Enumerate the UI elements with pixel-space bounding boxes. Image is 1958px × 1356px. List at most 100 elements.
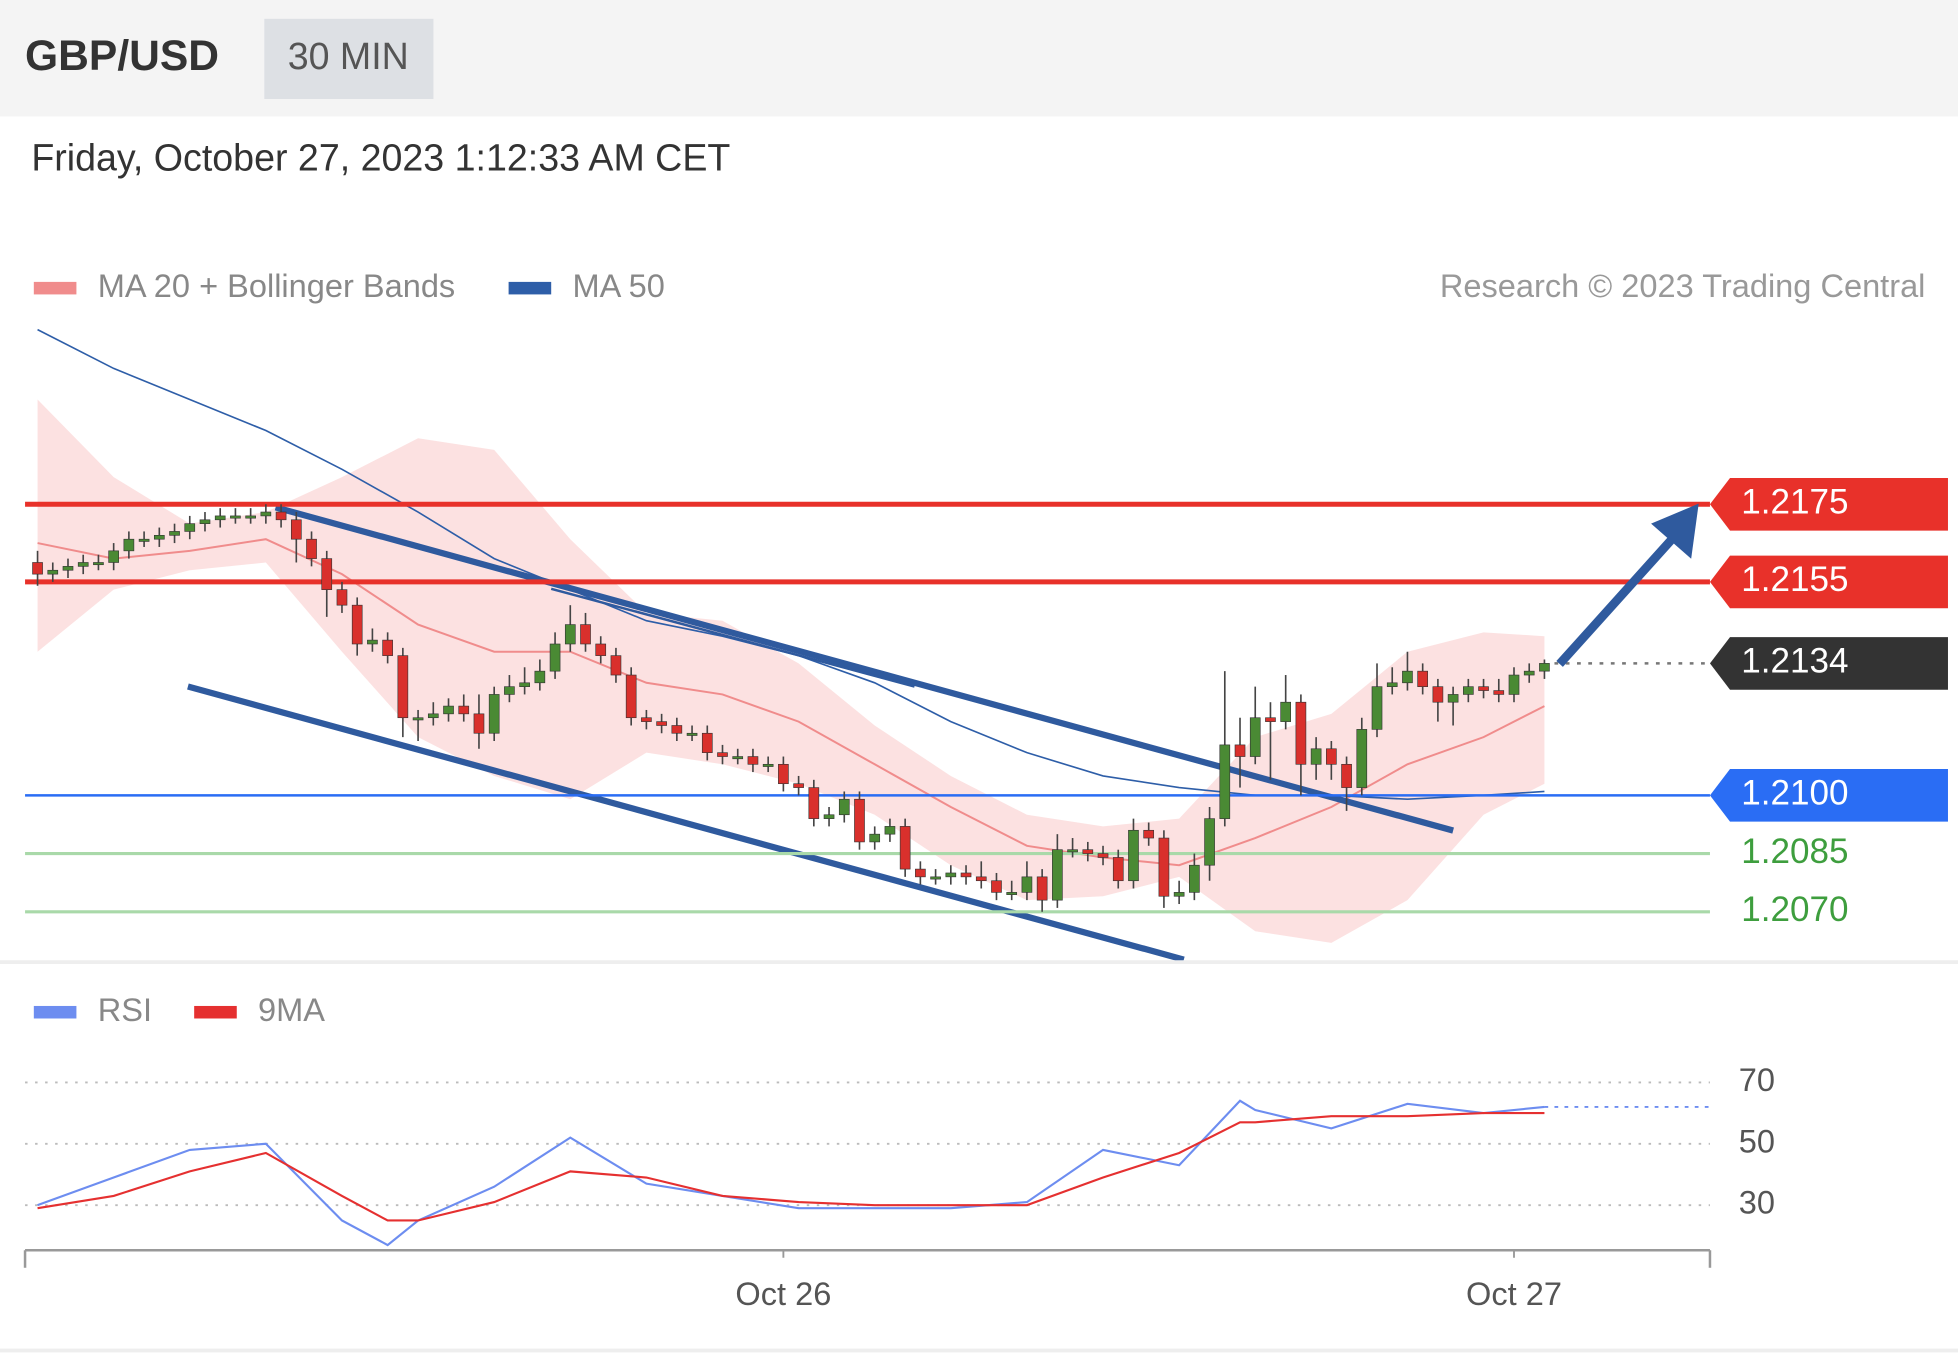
candle-body: [1112, 857, 1124, 882]
candle-body: [1417, 670, 1428, 687]
candle-body: [504, 686, 515, 695]
candle-body: [458, 705, 470, 715]
candle-body: [1386, 682, 1398, 687]
level-label: 1.2134: [1741, 642, 1848, 681]
candle-body: [336, 589, 348, 606]
candle-body: [945, 872, 957, 878]
channel-top-inner: [550, 587, 915, 688]
candle-body: [169, 531, 180, 536]
candle-body: [1539, 663, 1550, 672]
level-label: 1.2175: [1741, 483, 1848, 522]
candle-body: [823, 814, 835, 819]
candle-body: [1523, 670, 1535, 676]
level-tag: [1709, 477, 1948, 531]
candle-body: [762, 763, 774, 767]
candle-body: [1295, 701, 1307, 765]
candle-body: [1356, 729, 1368, 788]
candle-body: [214, 515, 226, 521]
candle-body: [1493, 690, 1505, 695]
candle-body: [443, 705, 454, 715]
candle-body: [580, 624, 591, 645]
level-tag: [1709, 637, 1948, 690]
candle-body: [1189, 864, 1200, 893]
candle-body: [351, 604, 363, 645]
timestamp: Friday, October 27, 2023 1:12:33 AM CET: [31, 136, 730, 178]
candle-body: [412, 717, 424, 721]
y-tick-label: 70: [1739, 1062, 1775, 1098]
candle-body: [899, 826, 911, 870]
candle-body: [1204, 818, 1215, 866]
candle-body: [1082, 849, 1094, 854]
candle-body: [306, 538, 317, 559]
candle-body: [1128, 829, 1139, 882]
candle-body: [519, 682, 530, 687]
candle-body: [793, 783, 804, 788]
candle-body: [1402, 670, 1413, 684]
y-tick-label: 50: [1739, 1123, 1775, 1159]
candle-body: [1447, 694, 1459, 703]
candle-body: [717, 752, 728, 757]
forecast-arrow: [1556, 535, 1676, 667]
candle-body: [184, 523, 196, 532]
legend-label: MA 20 + Bollinger Bands: [98, 268, 456, 304]
candle-body: [1173, 892, 1185, 897]
candle-body: [1234, 744, 1246, 757]
candle-body: [32, 562, 43, 575]
candle-body: [960, 872, 972, 878]
interval: 30 MIN: [288, 35, 409, 77]
moving-average: [37, 538, 1545, 867]
candle-body: [656, 721, 667, 726]
candle-body: [1478, 686, 1489, 691]
legend-label: RSI: [98, 992, 152, 1028]
candle-body: [595, 643, 607, 656]
candle-body: [397, 655, 409, 719]
candle-body: [382, 639, 393, 656]
rsi-panel: RSI 9MA 30 50 70 Oct 26 Oct 27: [25, 992, 1775, 1312]
interval-badge: [264, 18, 434, 99]
candle-body: [686, 732, 698, 736]
candle-body: [991, 880, 1002, 893]
candle-body: [1265, 717, 1276, 722]
candle-body: [123, 538, 135, 552]
level-tag: [1709, 769, 1948, 822]
bollinger-band: [37, 399, 1545, 943]
candle-body: [199, 519, 211, 524]
candle-body: [321, 558, 333, 590]
candle-body: [1036, 876, 1048, 901]
candle-body: [625, 674, 637, 719]
candle-body: [62, 566, 74, 571]
level-label: 1.2085: [1741, 832, 1848, 871]
candle-body: [245, 515, 256, 519]
candle-body: [854, 798, 865, 843]
legend-label: MA 50: [572, 268, 664, 304]
candle-body: [610, 655, 622, 676]
candle-body: [975, 876, 987, 882]
candle-body: [47, 569, 59, 575]
candle-body: [778, 763, 789, 785]
candle-body: [230, 515, 241, 519]
candle-body: [869, 833, 881, 843]
candle-body: [915, 868, 926, 878]
candle-body: [1052, 849, 1063, 901]
level-label: 1.2100: [1741, 774, 1848, 813]
symbol: GBP/USD: [25, 32, 219, 80]
candle-body: [1021, 876, 1033, 893]
trend-lines: [187, 504, 1454, 961]
candle-body: [1006, 892, 1018, 895]
level-label: 1.2155: [1741, 560, 1848, 599]
candle-body: [427, 713, 439, 719]
candle-body: [1097, 853, 1109, 858]
candle-body: [1067, 849, 1078, 853]
candle-body: [732, 756, 744, 760]
legend-swatch: [194, 1005, 237, 1019]
candle-body: [1249, 717, 1261, 757]
candle-body: [488, 694, 500, 734]
candle-body: [930, 876, 941, 880]
candle-body: [290, 519, 302, 540]
candle-body: [747, 756, 759, 765]
candle-body: [641, 717, 652, 722]
candle-body: [367, 639, 378, 645]
candle-body: [275, 511, 287, 521]
candle-body: [534, 670, 546, 684]
